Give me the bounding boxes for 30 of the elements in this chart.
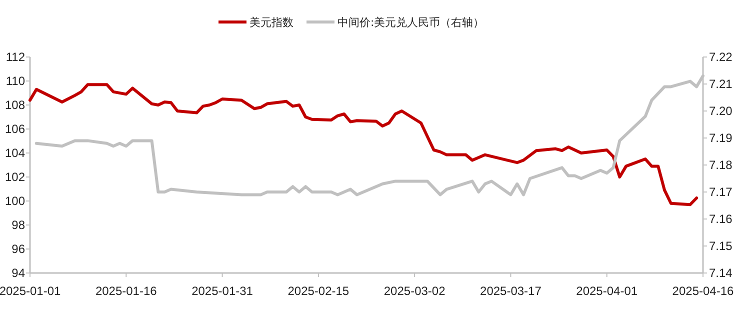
- y-tick-label: 102: [4, 170, 26, 184]
- y2-tick-label: 7.18: [709, 158, 733, 172]
- legend-label: 中间价:美元兑人民币（右轴）: [338, 16, 484, 29]
- y-tick-label: 100: [4, 194, 26, 208]
- x-tick-label: 2025-04-16: [672, 284, 734, 298]
- y2-tick-label: 7.20: [709, 104, 733, 118]
- line-series: [28, 83, 698, 206]
- x-tick-label: 2025-01-16: [95, 284, 158, 298]
- legend-label: 美元指数: [250, 16, 294, 29]
- x-tick-label: 2025-03-02: [384, 284, 446, 298]
- y2-tick-label: 7.15: [709, 239, 733, 254]
- x-tick-label: 2025-01-31: [192, 284, 254, 298]
- y2-tick-label: 7.22: [709, 50, 733, 64]
- y-tick-label: 106: [4, 122, 26, 136]
- y-tick-label: 108: [4, 98, 26, 112]
- y2-tick-label: 7.16: [709, 212, 733, 226]
- y-tick-label: 112: [6, 50, 26, 64]
- y-tick-label: 94: [12, 266, 26, 280]
- x-tick-label: 2025-04-01: [576, 284, 638, 298]
- y2-tick-label: 7.14: [709, 266, 733, 280]
- x-tick-label: 2025-01-01: [0, 284, 62, 298]
- y2-tick-label: 7.19: [709, 131, 733, 146]
- y-tick-label: 96: [12, 242, 26, 256]
- x-tick-label: 2025-03-17: [480, 284, 542, 298]
- y-tick-label: 110: [6, 74, 26, 88]
- x-tick-label: 2025-02-15: [288, 284, 350, 298]
- y-tick-label: 104: [4, 146, 26, 160]
- y2-tick-label: 7.21: [709, 77, 733, 92]
- y-tick-label: 98: [12, 218, 26, 232]
- y2-tick-label: 7.17: [709, 185, 733, 200]
